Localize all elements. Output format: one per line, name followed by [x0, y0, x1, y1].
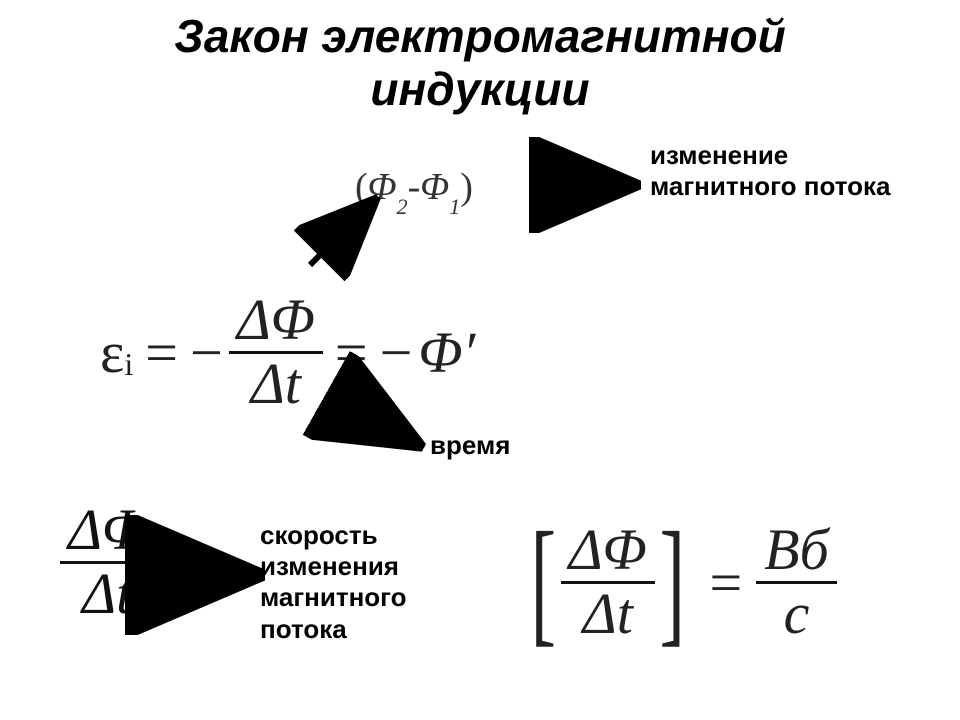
arrow-to-flux-diff	[310, 205, 370, 265]
arrow-to-time-label	[330, 395, 410, 440]
arrows-layer	[0, 0, 960, 720]
